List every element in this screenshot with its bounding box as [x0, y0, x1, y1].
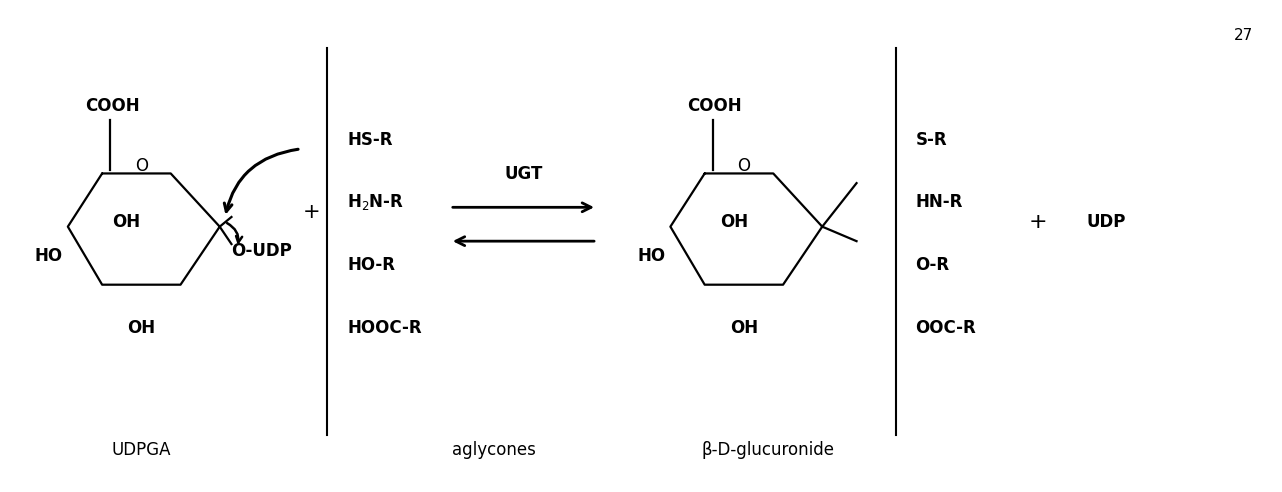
Text: HS-R: HS-R — [347, 130, 392, 149]
Text: 27: 27 — [1235, 29, 1254, 43]
Text: β-D-glucuronide: β-D-glucuronide — [701, 441, 835, 459]
Text: HO: HO — [35, 246, 63, 265]
Text: OH: OH — [127, 318, 155, 337]
Text: +: + — [303, 202, 320, 222]
Text: COOH: COOH — [687, 97, 742, 116]
Text: aglycones: aglycones — [453, 441, 536, 459]
Text: O: O — [135, 157, 147, 175]
Text: S-R: S-R — [915, 130, 947, 149]
Text: H$_2$N-R: H$_2$N-R — [347, 192, 404, 213]
Text: OH: OH — [729, 318, 758, 337]
Text: O-R: O-R — [915, 256, 950, 275]
Text: COOH: COOH — [85, 97, 140, 116]
Text: HOOC-R: HOOC-R — [347, 319, 422, 337]
Text: OH: OH — [113, 213, 141, 231]
Text: OH: OH — [720, 213, 749, 231]
FancyArrowPatch shape — [227, 223, 242, 243]
Text: HO: HO — [637, 246, 665, 265]
Text: O: O — [737, 157, 750, 175]
Text: UGT: UGT — [504, 165, 542, 183]
Text: HO-R: HO-R — [347, 256, 395, 275]
Text: HN-R: HN-R — [915, 193, 963, 212]
Text: +: + — [1028, 212, 1047, 232]
FancyArrowPatch shape — [224, 149, 299, 212]
Text: UDP: UDP — [1087, 213, 1126, 231]
Text: O-UDP: O-UDP — [232, 242, 292, 260]
Text: OOC-R: OOC-R — [915, 319, 976, 337]
Text: UDPGA: UDPGA — [112, 441, 171, 459]
